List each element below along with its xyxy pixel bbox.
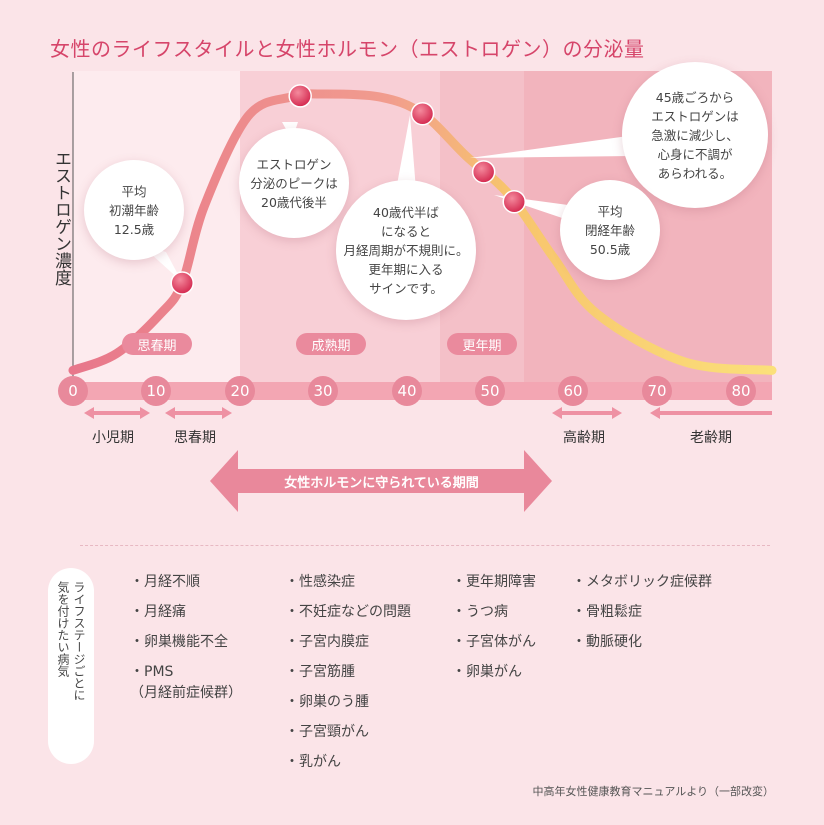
page-title: 女性のライフスタイルと女性ホルモン（エストロゲン）の分泌量: [50, 37, 645, 61]
stage-puberty: 思春期: [174, 430, 216, 446]
bubble-peak: エストロゲン 分泌のピークは 20歳代後半: [239, 128, 349, 238]
risk-item: ・卵巣機能不全: [130, 634, 228, 650]
risk-item: ・卵巣のう腫: [285, 694, 369, 710]
phase-maturity: 成熟期: [296, 333, 366, 355]
stage-arrows: [84, 407, 772, 419]
risk-column-2: ・性感染症 ・不妊症などの問題 ・子宮内膜症 ・子宮筋腫 ・卵巣のう腫 ・子宮頸…: [285, 572, 411, 782]
risk-item: ・骨粗鬆症: [572, 604, 642, 620]
risk-item: ・メタボリック症候群: [572, 574, 712, 590]
risk-item: ・子宮内膜症: [285, 634, 369, 650]
x-tick: 70: [642, 376, 672, 406]
risk-column-1: ・月経不順 ・月経痛 ・卵巣機能不全 ・PMS （月経前症候群）: [130, 572, 242, 713]
risk-item: ・PMS （月経前症候群）: [130, 664, 242, 701]
x-tick: 50: [475, 376, 505, 406]
curve-marker-dot: [471, 160, 496, 184]
curve-marker-dot: [170, 271, 194, 295]
x-tick: 40: [392, 376, 422, 406]
stage-elderly: 高齢期: [563, 430, 605, 446]
risk-item: ・更年期障害: [452, 574, 536, 590]
risk-item: ・子宮筋腫: [285, 664, 355, 680]
side-label: ライフステージごとに 気を付けたい病気: [56, 581, 86, 701]
x-tick: 30: [308, 376, 338, 406]
bubble-age45: 45歳ごろから エストロゲンは 急激に減少し、 心身に不調が あらわれる。: [622, 62, 768, 208]
curve-marker-dot: [502, 189, 526, 214]
bubble-tail: [396, 115, 416, 190]
bubble-tail: [470, 136, 632, 158]
curve-marker-dot: [410, 101, 435, 126]
risk-item: ・性感染症: [285, 574, 355, 590]
estrogen-curve: [68, 89, 777, 375]
phase-menopause: 更年期: [447, 333, 517, 355]
divider: [80, 545, 770, 546]
x-tick: 10: [141, 376, 171, 406]
bubble-menarche: 平均 初潮年齢 12.5歳: [84, 160, 184, 260]
phase-puberty: 思春期: [122, 333, 192, 355]
y-axis-label: エストロゲン濃度: [51, 150, 71, 286]
risk-item: ・子宮体がん: [452, 634, 536, 650]
stage-child: 小児期: [92, 430, 134, 446]
risk-item: ・乳がん: [285, 754, 341, 770]
risk-item: ・子宮頸がん: [285, 724, 369, 740]
x-tick: 20: [225, 376, 255, 406]
risk-item: ・動脈硬化: [572, 634, 642, 650]
protected-period-arrow: [210, 450, 552, 512]
stage-old: 老齢期: [690, 430, 732, 446]
x-tick: 80: [726, 376, 756, 406]
source-note: 中高年女性健康教育マニュアルより（一部改変）: [532, 785, 774, 798]
risk-item: ・うつ病: [452, 604, 508, 620]
curve-marker-dot: [288, 84, 312, 108]
risk-item: ・卵巣がん: [452, 664, 522, 680]
side-label-pill: ライフステージごとに 気を付けたい病気: [48, 568, 94, 764]
protected-period-label: 女性ホルモンに守られている期間: [284, 475, 479, 491]
risk-item: ・不妊症などの問題: [285, 604, 411, 620]
risk-item: ・月経不順: [130, 574, 200, 590]
x-tick: 0: [58, 376, 88, 406]
risk-column-3: ・更年期障害 ・うつ病 ・子宮体がん ・卵巣がん: [452, 572, 536, 692]
x-tick: 60: [558, 376, 588, 406]
bubble-mid40s: 40歳代半ば になると 月経周期が不規則に。 更年期に入る サインです。: [336, 180, 476, 320]
risk-column-4: ・メタボリック症候群 ・骨粗鬆症 ・動脈硬化: [572, 572, 712, 662]
bubble-menopause-age: 平均 閉経年齢 50.5歳: [560, 180, 660, 280]
risk-item: ・月経痛: [130, 604, 186, 620]
